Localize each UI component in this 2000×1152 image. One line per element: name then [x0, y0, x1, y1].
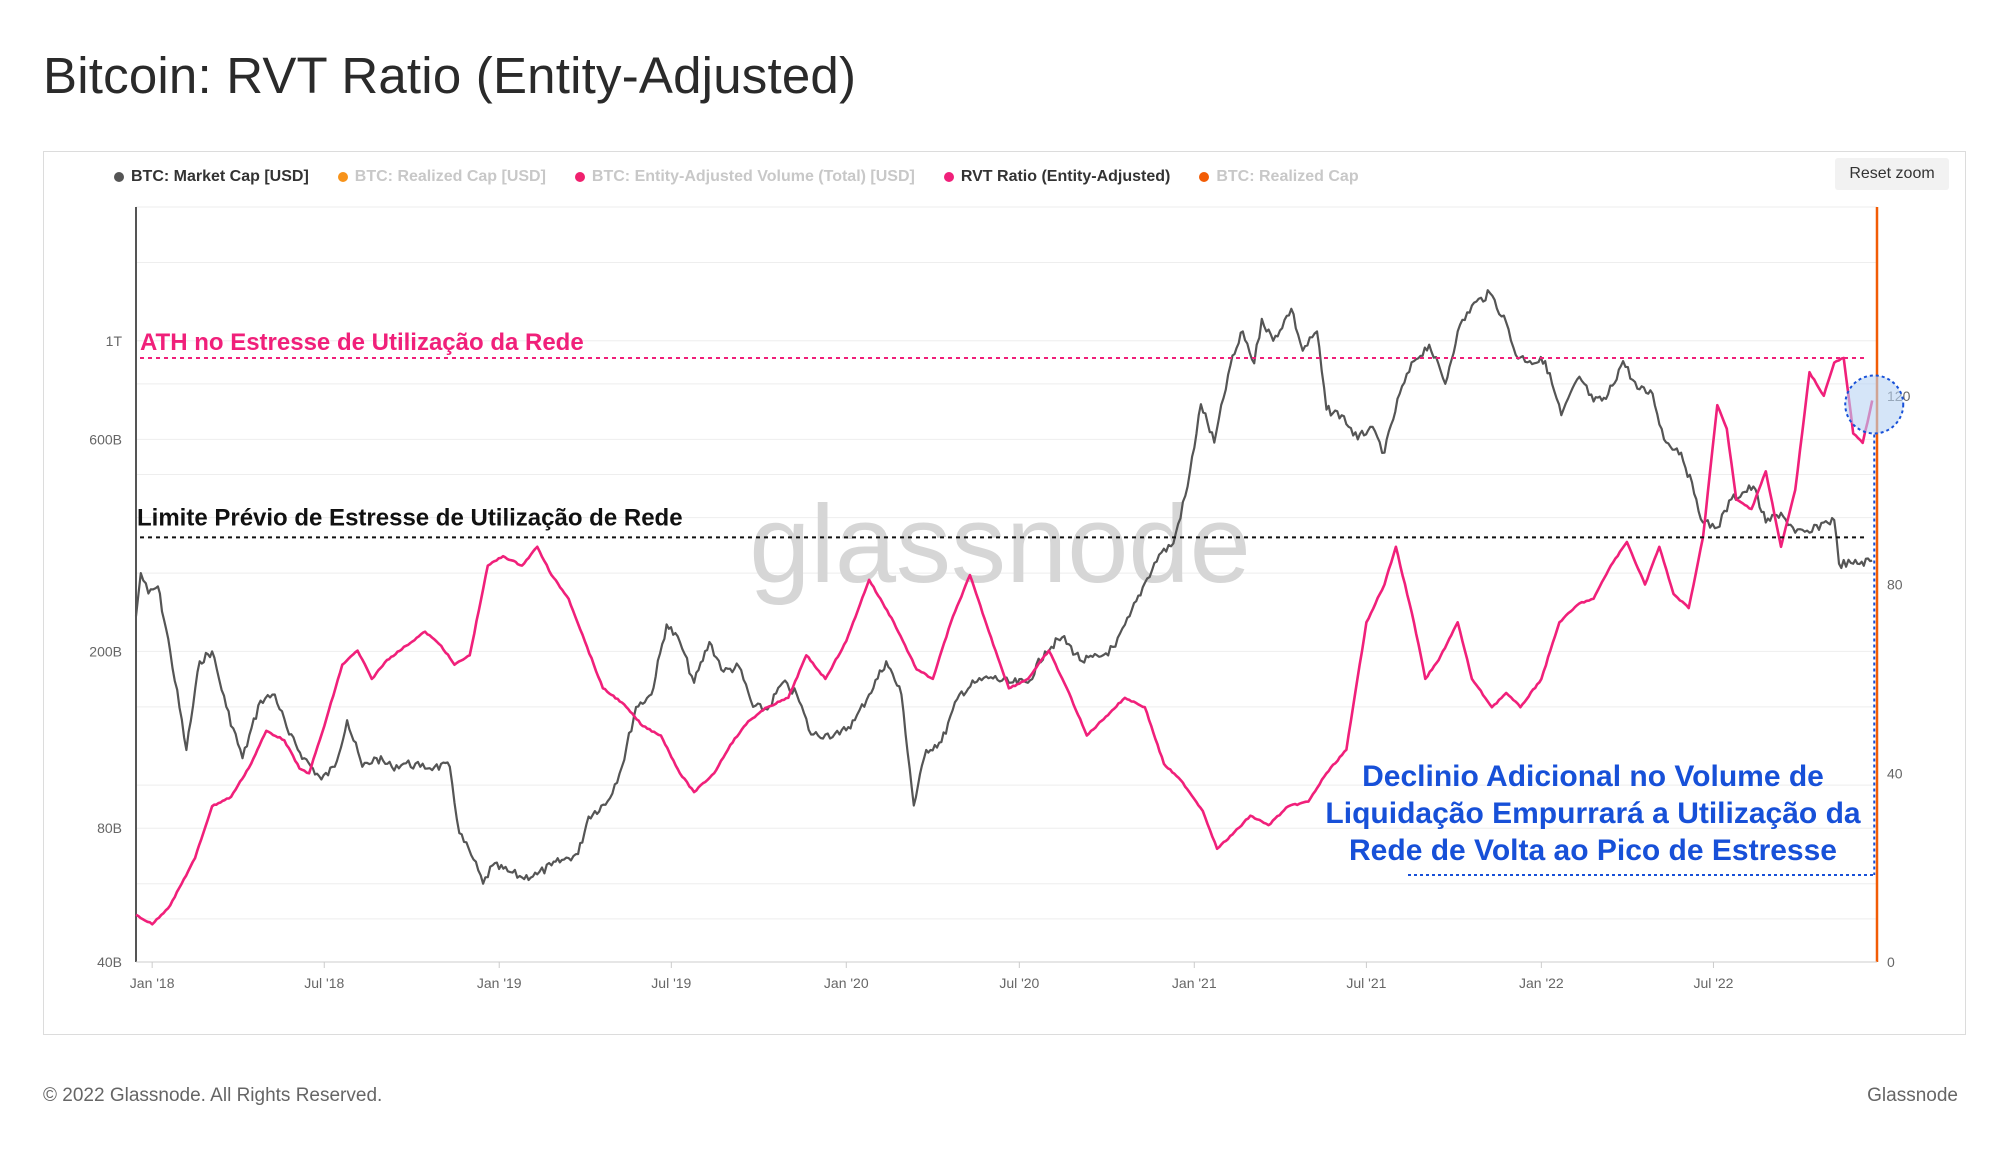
- chart-annotations: ATH no Estresse de Utilização da Rede Lim…: [137, 329, 1905, 876]
- reset-zoom-button[interactable]: Reset zoom: [1835, 158, 1949, 190]
- legend-item-rvt-ratio[interactable]: RVT Ratio (Entity-Adjusted): [943, 168, 1171, 186]
- brand-text: Glassnode: [1867, 1085, 1958, 1106]
- legend-label-realized-cap-usd: BTC: Realized Cap [USD]: [354, 168, 546, 185]
- y-left-tick-label: 80B: [97, 820, 122, 836]
- limit-label: Limite Prévio de Estresse de Utilização …: [137, 504, 683, 531]
- legend-dot-market-cap: [114, 172, 124, 182]
- legend-item-market-cap[interactable]: BTC: Market Cap [USD]: [114, 168, 309, 186]
- y-left-tick-label: 600B: [89, 431, 122, 447]
- y-right-tick-label: 0: [1887, 954, 1895, 970]
- callout-text-line: Liquidação Empurrará a Utilização da: [1325, 797, 1860, 830]
- x-tick-label: Jul '21: [1346, 975, 1386, 991]
- y-left-tick-label: 200B: [89, 643, 122, 659]
- highlight-circle: [1844, 374, 1905, 435]
- x-tick-label: Jan '22: [1519, 975, 1564, 991]
- legend-dot-entity-volume: [574, 172, 585, 182]
- watermark: glassnode: [749, 483, 1251, 606]
- callout-text-line: Declinio Adicional no Volume de: [1362, 760, 1824, 793]
- x-tick-label: Jul '19: [651, 975, 691, 991]
- y-right-tick-label: 40: [1887, 765, 1903, 781]
- copyright-text: © 2022 Glassnode. All Rights Reserved.: [43, 1085, 383, 1106]
- y-left-tick-label: 1T: [106, 333, 123, 349]
- legend-dot-realized-cap: [1199, 172, 1210, 182]
- y-left-tick-label: 40B: [97, 954, 122, 970]
- x-tick-label: Jan '21: [1172, 975, 1217, 991]
- legend-label-market-cap: BTC: Market Cap [USD]: [131, 168, 309, 185]
- ath-label: ATH no Estresse de Utilização da Rede: [140, 329, 584, 356]
- legend-item-realized-cap-usd[interactable]: BTC: Realized Cap [USD]: [337, 168, 546, 186]
- chart-frame: [43, 151, 1966, 1035]
- chart-legend: BTC: Market Cap [USD] BTC: Realized Cap …: [114, 168, 1359, 186]
- legend-label-rvt-ratio: RVT Ratio (Entity-Adjusted): [960, 168, 1171, 185]
- legend-dot-realized-cap-usd: [337, 172, 348, 182]
- chart-series: [134, 289, 1874, 926]
- chart-gridlines: [136, 206, 1877, 963]
- legend-label-entity-volume: BTC: Entity-Adjusted Volume (Total) [USD…: [591, 168, 915, 185]
- page-title: Bitcoin: RVT Ratio (Entity-Adjusted): [43, 47, 857, 104]
- legend-label-realized-cap: BTC: Realized Cap: [1216, 168, 1359, 185]
- x-tick-label: Jan '19: [477, 975, 522, 991]
- series-rvt-ratio-line: [135, 356, 1874, 926]
- legend-item-realized-cap[interactable]: BTC: Realized Cap: [1199, 168, 1359, 186]
- x-tick-label: Jan '18: [130, 975, 175, 991]
- y-right-tick-label: 80: [1887, 577, 1903, 593]
- legend-dot-rvt-ratio: [943, 172, 954, 182]
- callout-text-line: Rede de Volta ao Pico de Estresse: [1349, 834, 1837, 867]
- legend-item-entity-volume[interactable]: BTC: Entity-Adjusted Volume (Total) [USD…: [574, 168, 915, 186]
- x-tick-label: Jul '20: [999, 975, 1039, 991]
- x-tick-label: Jul '18: [304, 975, 344, 991]
- x-tick-label: Jul '22: [1693, 975, 1733, 991]
- x-tick-label: Jan '20: [824, 975, 869, 991]
